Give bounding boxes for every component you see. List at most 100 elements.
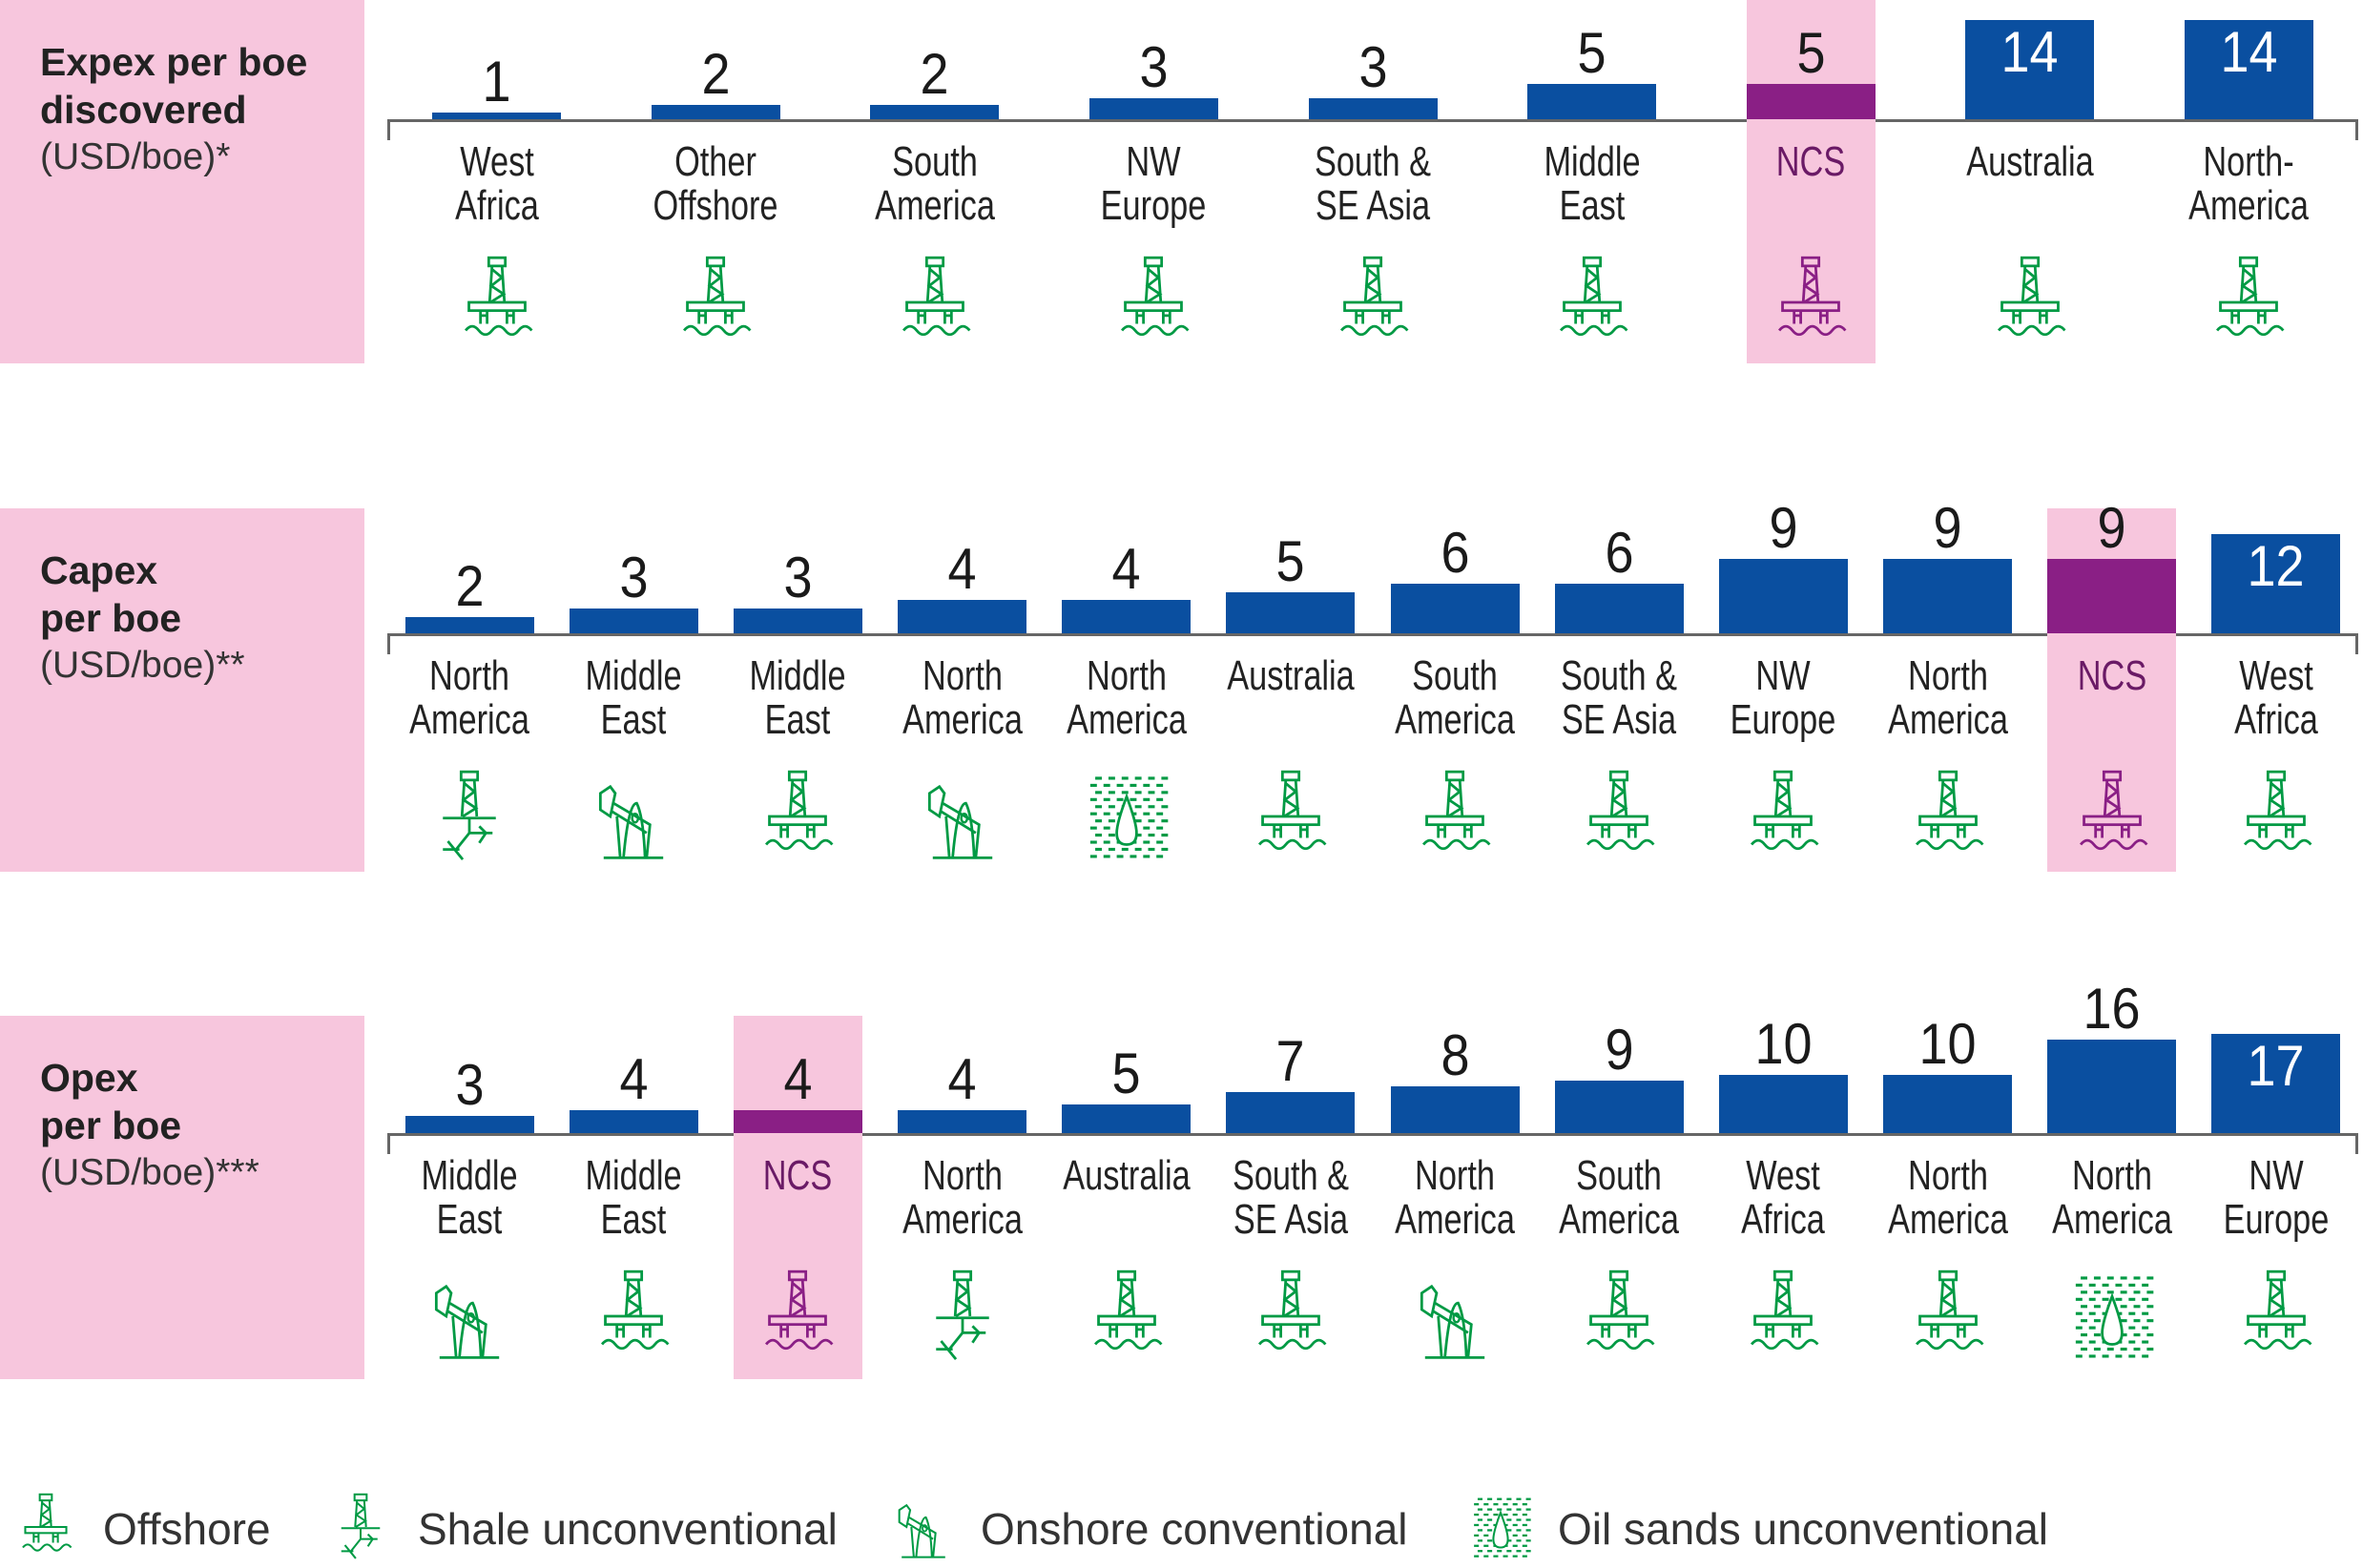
bar — [1390, 1086, 1520, 1133]
data-label: 9 — [1605, 1018, 1634, 1083]
category-label-line: Europe — [1731, 696, 1836, 743]
bar — [1226, 591, 1356, 633]
offshore-icon — [1077, 1267, 1176, 1366]
section-title: discovered — [40, 88, 247, 132]
data-label: 2 — [701, 42, 731, 107]
category-label-line: America — [2188, 182, 2310, 229]
legend-item-offshore: Offshore — [10, 1493, 271, 1565]
category-label-line: North — [2071, 1152, 2152, 1199]
onshore-icon — [913, 767, 1012, 866]
category-label: NW Europe — [2194, 1154, 2358, 1242]
data-label: 3 — [619, 545, 649, 609]
category-label-line: South & — [1561, 652, 1678, 699]
bar — [1527, 84, 1657, 119]
category-label: Middle East — [387, 1154, 551, 1242]
category-label: Australia — [1045, 1154, 1209, 1198]
category-label-line: Middle — [1543, 138, 1641, 185]
category-label: NW Europe — [1702, 654, 1866, 742]
category-label-line: West — [1746, 1152, 1821, 1199]
data-label: 3 — [1358, 34, 1388, 99]
data-label: 9 — [1769, 495, 1798, 560]
highlight-column — [733, 1016, 862, 1379]
category-label-line: America — [902, 696, 1023, 743]
data-label: 12 — [2247, 533, 2305, 598]
axis-tick — [387, 119, 390, 140]
data-label: 6 — [1441, 520, 1470, 585]
bar — [1308, 97, 1438, 119]
category-label-line: Australia — [1227, 652, 1355, 699]
category-label-line: NW — [1755, 652, 1811, 699]
bar — [1088, 97, 1218, 119]
data-label: 4 — [947, 537, 977, 602]
bar — [569, 1109, 698, 1133]
data-label: 4 — [619, 1046, 649, 1111]
data-label: 3 — [455, 1052, 485, 1117]
data-label: 8 — [1441, 1023, 1470, 1088]
bar — [898, 600, 1027, 633]
shale-icon — [913, 1267, 1012, 1366]
category-label: North America — [881, 654, 1045, 742]
section-title: per boe — [40, 596, 182, 640]
section-unit: (USD/boe)* — [40, 136, 231, 177]
category-label: NCS — [1729, 140, 1893, 184]
data-label: 7 — [1275, 1029, 1305, 1094]
category-label-line: Africa — [454, 182, 539, 229]
bar — [1965, 20, 2095, 119]
category-label-line: Other — [674, 138, 757, 185]
category-label: Australia — [1948, 140, 2112, 184]
category-label-line: Middle — [421, 1152, 518, 1199]
category-label: Australia — [1209, 654, 1373, 698]
offshore-icon — [1323, 253, 1422, 352]
category-label-line: North — [429, 652, 510, 699]
category-label-line: East — [1559, 182, 1625, 229]
data-label: 14 — [2000, 20, 2059, 85]
axis-tick — [387, 1133, 390, 1154]
offshore-icon — [1543, 253, 1642, 352]
offshore-icon — [1241, 767, 1340, 866]
data-label: 17 — [2247, 1034, 2305, 1099]
legend-item-onshore: Onshore conventional — [887, 1493, 1408, 1565]
category-label: South & SE Asia — [1537, 654, 1701, 742]
bar — [651, 105, 780, 119]
bar — [1390, 583, 1520, 633]
bar — [404, 1115, 534, 1133]
category-label-line: North- — [2203, 138, 2294, 185]
category-label: South & SE Asia — [1291, 140, 1455, 228]
bar — [2047, 1040, 2177, 1133]
category-label: Middle East — [551, 654, 715, 742]
bar — [2211, 533, 2341, 633]
legend-label: Oil sands unconventional — [1558, 1504, 2048, 1554]
oilsands-icon — [1077, 767, 1176, 866]
category-label-line: North — [922, 1152, 1003, 1199]
category-label-line: North — [922, 652, 1003, 699]
category-label: North- America — [2166, 140, 2331, 228]
offshore-icon — [1761, 253, 1860, 352]
shale-icon — [420, 767, 519, 866]
category-label-line: East — [600, 1196, 667, 1243]
offshore-icon — [1733, 767, 1833, 866]
category-label-line: SE Asia — [1315, 182, 1431, 229]
category-label: West Africa — [1702, 1154, 1866, 1242]
category-label-line: Middle — [585, 652, 682, 699]
category-label: NCS — [2030, 654, 2194, 698]
category-label: North America — [881, 1154, 1045, 1242]
data-label: 3 — [1139, 34, 1169, 99]
category-label: West Africa — [415, 140, 579, 228]
category-label-line: East — [600, 696, 667, 743]
bar — [1226, 1092, 1356, 1133]
section-title: per boe — [40, 1104, 182, 1147]
category-label: North America — [1866, 1154, 2030, 1242]
category-label-line: NCS — [763, 1152, 833, 1199]
category-label: North America — [387, 654, 551, 742]
category-label: North America — [1045, 654, 1209, 742]
bar — [1883, 558, 2013, 633]
section-title: Expex per boe — [40, 40, 308, 84]
data-label: 2 — [920, 42, 949, 107]
category-label: South & SE Asia — [1209, 1154, 1373, 1242]
bar — [404, 616, 534, 633]
bar — [1718, 1075, 1848, 1133]
category-label-line: South & — [1232, 1152, 1349, 1199]
section-unit: (USD/boe)** — [40, 645, 245, 686]
category-label: North America — [1866, 654, 2030, 742]
axis-tick — [2355, 1133, 2358, 1154]
